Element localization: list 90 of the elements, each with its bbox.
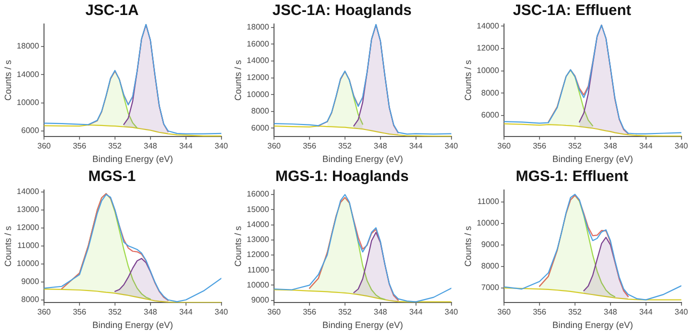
x-tick-label: 348 xyxy=(144,142,158,151)
x-tick-label: 352 xyxy=(568,308,582,317)
y-tick-label: 13000 xyxy=(246,235,270,244)
x-tick-label: 360 xyxy=(37,142,52,151)
y-axis-title: Counts / s xyxy=(462,60,473,101)
chart-title: JSC-1A: Effluent xyxy=(512,2,632,20)
y-tick-label: 14000 xyxy=(246,220,270,229)
x-tick-label: 360 xyxy=(37,308,52,317)
x-tick-label: 352 xyxy=(338,142,352,151)
x-tick-label: 352 xyxy=(568,142,582,151)
chart-title: JSC-1A: Hoaglands xyxy=(272,2,412,20)
y-axis-title: Counts / s xyxy=(462,226,473,267)
x-tick-label: 360 xyxy=(267,142,282,151)
y-axis-title: Counts / s xyxy=(2,226,13,267)
y-tick-label: 18000 xyxy=(246,22,270,32)
x-tick-label: 340 xyxy=(674,308,689,317)
y-tick-label: 6000 xyxy=(251,123,270,132)
chart-title: JSC-1A xyxy=(85,2,139,20)
y-tick-label: 10000 xyxy=(476,66,500,76)
y-tick-label: 14000 xyxy=(246,56,270,66)
x-tick-label: 348 xyxy=(374,308,388,317)
y-tick-label: 14000 xyxy=(476,21,500,30)
x-tick-label: 356 xyxy=(72,308,87,317)
x-axis-title: Binding Energy (eV) xyxy=(322,320,403,330)
y-tick-label: 8000 xyxy=(21,295,40,304)
x-tick-label: 344 xyxy=(409,308,424,317)
x-tick-label: 340 xyxy=(214,142,229,151)
x-tick-label: 356 xyxy=(72,142,87,151)
y-tick-label: 10000 xyxy=(476,218,500,228)
y-tick-label: 10000 xyxy=(16,259,40,268)
x-tick-label: 356 xyxy=(532,308,547,317)
chart-title: MGS-1: Hoaglands xyxy=(275,168,409,186)
y-tick-label: 10000 xyxy=(246,90,270,99)
x-tick-label: 340 xyxy=(214,308,229,317)
x-tick-label: 352 xyxy=(108,308,122,317)
x-tick-label: 352 xyxy=(338,308,352,317)
x-tick-label: 352 xyxy=(108,142,122,151)
y-tick-label: 11000 xyxy=(247,265,270,274)
y-tick-label: 13000 xyxy=(16,205,40,214)
y-tick-label: 16000 xyxy=(246,39,270,48)
y-tick-label: 14000 xyxy=(16,187,40,196)
x-tick-label: 348 xyxy=(144,308,158,317)
y-tick-label: 12000 xyxy=(16,223,40,232)
x-tick-label: 344 xyxy=(179,308,194,317)
x-tick-label: 348 xyxy=(604,142,618,151)
y-tick-label: 8000 xyxy=(481,262,500,271)
y-tick-label: 15000 xyxy=(246,204,270,214)
x-axis-title: Binding Energy (eV) xyxy=(92,320,173,330)
y-tick-label: 12000 xyxy=(476,44,500,53)
y-tick-label: 10000 xyxy=(16,98,40,108)
y-tick-label: 8000 xyxy=(251,106,270,116)
y-tick-label: 6000 xyxy=(21,126,40,136)
x-tick-label: 356 xyxy=(532,142,547,151)
y-tick-label: 12000 xyxy=(246,250,270,260)
x-tick-label: 348 xyxy=(374,142,388,151)
x-tick-label: 360 xyxy=(267,308,282,317)
y-tick-label: 9000 xyxy=(21,277,40,286)
y-tick-label: 18000 xyxy=(16,42,40,51)
y-tick-label: 11000 xyxy=(17,241,40,250)
y-axis-title: Counts / s xyxy=(232,60,243,101)
y-tick-label: 10000 xyxy=(246,280,270,290)
x-tick-label: 344 xyxy=(179,142,194,151)
chart-title: MGS-1 xyxy=(88,168,136,186)
x-tick-label: 360 xyxy=(497,142,512,151)
y-tick-label: 7000 xyxy=(481,283,500,292)
y-tick-label: 16000 xyxy=(246,190,270,199)
x-tick-label: 344 xyxy=(409,142,424,151)
x-axis-title: Binding Energy (eV) xyxy=(552,320,633,330)
y-axis-title: Counts / s xyxy=(232,226,243,267)
x-tick-label: 344 xyxy=(639,142,654,151)
x-tick-label: 348 xyxy=(604,308,618,317)
x-axis-title: Binding Energy (eV) xyxy=(552,154,633,164)
x-tick-label: 356 xyxy=(302,308,317,317)
x-tick-label: 340 xyxy=(674,142,689,151)
x-axis-title: Binding Energy (eV) xyxy=(322,154,403,164)
x-tick-label: 360 xyxy=(497,308,512,317)
y-tick-label: 9000 xyxy=(481,240,500,250)
x-axis-title: Binding Energy (eV) xyxy=(92,154,173,164)
x-tick-label: 340 xyxy=(444,308,459,317)
y-tick-label: 14000 xyxy=(16,70,40,79)
y-tick-label: 8000 xyxy=(481,88,500,98)
y-tick-label: 6000 xyxy=(481,110,500,120)
y-axis-title: Counts / s xyxy=(2,60,13,101)
chart-title: MGS-1: Effluent xyxy=(516,168,628,186)
x-tick-label: 356 xyxy=(302,142,317,151)
x-tick-label: 344 xyxy=(639,308,654,317)
y-tick-label: 11000 xyxy=(477,197,500,206)
y-tick-label: 9000 xyxy=(251,296,270,305)
y-tick-label: 12000 xyxy=(246,72,270,82)
x-tick-label: 340 xyxy=(444,142,459,151)
